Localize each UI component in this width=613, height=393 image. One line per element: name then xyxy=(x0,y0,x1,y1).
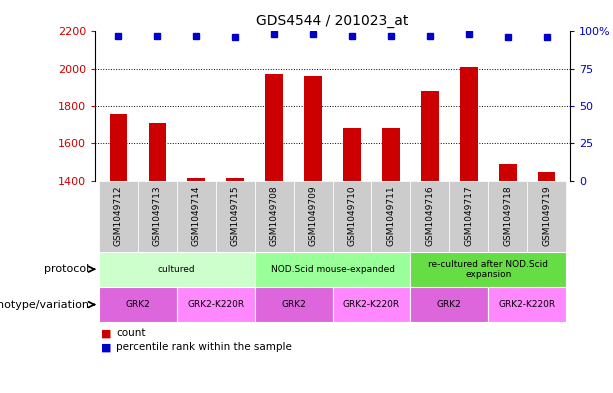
Bar xyxy=(177,181,216,252)
Text: GRK2: GRK2 xyxy=(437,300,462,309)
Bar xyxy=(265,74,283,181)
Bar xyxy=(148,123,166,181)
Bar xyxy=(216,181,254,252)
Bar xyxy=(489,181,527,252)
Bar xyxy=(411,181,449,252)
Bar xyxy=(411,287,489,322)
Bar xyxy=(226,178,244,181)
Bar xyxy=(254,287,332,322)
Bar xyxy=(99,287,177,322)
Bar xyxy=(110,114,127,181)
Text: genotype/variation: genotype/variation xyxy=(0,299,89,310)
Text: GSM1049716: GSM1049716 xyxy=(425,186,435,246)
Text: GRK2: GRK2 xyxy=(281,300,306,309)
Text: ■: ■ xyxy=(101,328,112,338)
Bar xyxy=(333,181,371,252)
Text: GRK2-K220R: GRK2-K220R xyxy=(343,300,400,309)
Title: GDS4544 / 201023_at: GDS4544 / 201023_at xyxy=(256,14,409,28)
Text: NOD.Scid mouse-expanded: NOD.Scid mouse-expanded xyxy=(270,265,395,274)
Bar xyxy=(499,164,517,181)
Text: re-cultured after NOD.Scid
expansion: re-cultured after NOD.Scid expansion xyxy=(428,259,548,279)
Text: protocol: protocol xyxy=(44,264,89,274)
Bar xyxy=(138,181,177,252)
Bar xyxy=(449,181,489,252)
Bar xyxy=(177,287,254,322)
Text: GSM1049713: GSM1049713 xyxy=(153,186,162,246)
Text: ■: ■ xyxy=(101,342,112,353)
Bar xyxy=(294,181,333,252)
Text: cultured: cultured xyxy=(158,265,196,274)
Bar xyxy=(99,181,138,252)
Text: GSM1049711: GSM1049711 xyxy=(386,186,395,246)
Text: GSM1049712: GSM1049712 xyxy=(114,186,123,246)
Bar xyxy=(99,252,254,287)
Bar xyxy=(382,128,400,181)
Bar xyxy=(371,181,411,252)
Bar xyxy=(333,287,411,322)
Text: GSM1049710: GSM1049710 xyxy=(348,186,357,246)
Bar xyxy=(343,128,361,181)
Text: GSM1049717: GSM1049717 xyxy=(464,186,473,246)
Bar xyxy=(188,178,205,181)
Text: GSM1049708: GSM1049708 xyxy=(270,186,279,246)
Text: GSM1049718: GSM1049718 xyxy=(503,186,512,246)
Text: GSM1049715: GSM1049715 xyxy=(230,186,240,246)
Bar xyxy=(489,287,566,322)
Bar xyxy=(538,173,555,181)
Text: GRK2-K220R: GRK2-K220R xyxy=(187,300,245,309)
Bar xyxy=(254,252,411,287)
Text: count: count xyxy=(116,328,146,338)
Text: GSM1049709: GSM1049709 xyxy=(308,186,318,246)
Text: percentile rank within the sample: percentile rank within the sample xyxy=(116,342,292,353)
Bar xyxy=(254,181,294,252)
Text: GSM1049719: GSM1049719 xyxy=(543,186,551,246)
Text: GSM1049714: GSM1049714 xyxy=(192,186,201,246)
Bar xyxy=(411,252,566,287)
Text: GRK2-K220R: GRK2-K220R xyxy=(499,300,556,309)
Text: GRK2: GRK2 xyxy=(126,300,150,309)
Bar xyxy=(527,181,566,252)
Bar xyxy=(304,76,322,181)
Bar xyxy=(460,67,478,181)
Bar xyxy=(421,91,439,181)
